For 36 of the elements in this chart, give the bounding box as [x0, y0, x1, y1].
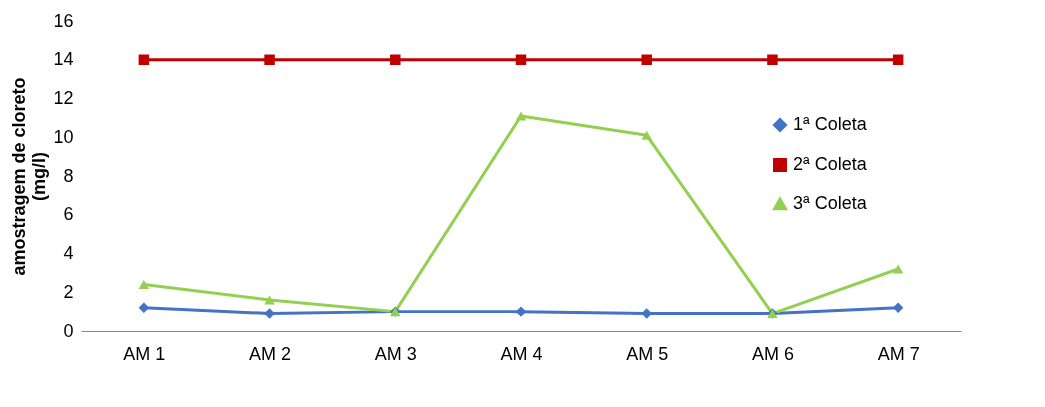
y-axis-title: amostragem de cloreto (mg/l) [9, 77, 50, 276]
y-tick-label: 16 [53, 10, 74, 31]
y-tick-label: 10 [53, 126, 74, 147]
x-tick-label: AM 2 [249, 343, 292, 364]
x-tick-label: AM 6 [751, 343, 794, 364]
x-tick-label: AM 5 [626, 343, 669, 364]
x-tick-label: AM 4 [500, 343, 543, 364]
legend-label: 1ª Coleta [793, 114, 868, 134]
y-tick-label: 12 [53, 88, 74, 108]
y-tick-label: 8 [63, 165, 74, 186]
point [767, 54, 778, 65]
x-tick-label: AM 3 [374, 343, 417, 364]
point [892, 54, 904, 65]
y-tick-label: 4 [63, 243, 74, 263]
legend-label: 3ª Coleta [793, 193, 868, 213]
point [264, 54, 275, 65]
point [892, 264, 904, 274]
point [515, 111, 527, 121]
point [515, 54, 527, 65]
point [264, 295, 275, 305]
x-tick-label: AM 1 [123, 343, 166, 364]
x-tick-label: AM 7 [877, 343, 920, 364]
y-tick-label: 0 [63, 320, 74, 341]
point [641, 54, 652, 65]
y-tick-label: 14 [53, 49, 74, 70]
point [264, 308, 275, 319]
point [390, 54, 401, 65]
point [138, 54, 150, 65]
y-tick-label: 2 [63, 281, 74, 302]
point [515, 306, 527, 317]
point [641, 130, 652, 140]
point [892, 302, 904, 313]
legend-label: 2ª Coleta [793, 154, 868, 174]
y-tick-label: 6 [63, 204, 74, 225]
point [641, 308, 652, 319]
point [138, 279, 150, 290]
